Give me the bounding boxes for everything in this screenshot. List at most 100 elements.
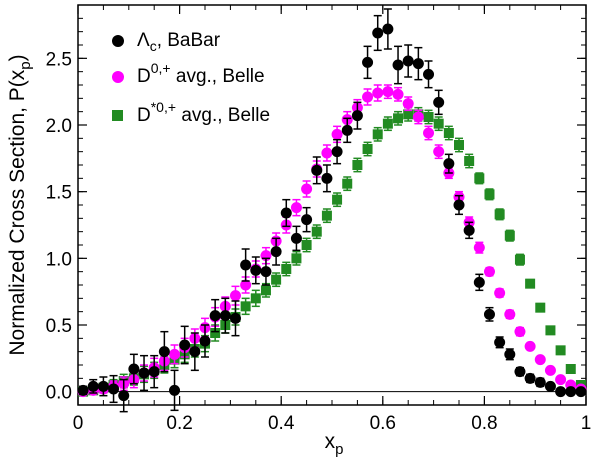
data-point xyxy=(138,367,150,379)
data-point xyxy=(108,383,120,395)
tick-labels: 0 0.2 0.4 0.6 0.8 1 0.0 0.5 1.0 1.5 2.0 2.5 xyxy=(46,49,592,434)
data-point xyxy=(423,112,434,122)
legend-marker-d xyxy=(112,71,124,83)
data-point xyxy=(342,178,353,189)
data-point xyxy=(362,56,374,68)
data-point xyxy=(169,384,181,396)
y-axis-label-sub: p xyxy=(17,61,34,69)
data-point xyxy=(250,264,262,276)
data-point xyxy=(362,144,373,154)
data-point xyxy=(555,386,567,398)
data-point xyxy=(393,113,404,124)
data-point xyxy=(504,348,516,360)
y-axis-label: Normalized Cross Section, P(xp) xyxy=(6,54,34,355)
data-point xyxy=(210,328,221,338)
data-point xyxy=(402,98,414,110)
data-point xyxy=(77,384,89,396)
data-point xyxy=(412,58,424,70)
legend-babar-rest: , BaBar xyxy=(157,30,221,51)
data-point xyxy=(483,308,495,320)
data-point xyxy=(331,146,343,158)
data-point xyxy=(311,164,323,176)
data-point xyxy=(382,118,393,129)
x-axis-label-sub: p xyxy=(335,441,343,458)
data-point xyxy=(280,207,292,219)
legend-label-d: D0,+ avg., Belle xyxy=(137,60,265,87)
data-point xyxy=(494,287,506,299)
data-point xyxy=(525,278,536,289)
data-point xyxy=(483,266,495,278)
data-point xyxy=(372,27,384,39)
data-point xyxy=(260,285,271,296)
legend-d-sup: 0,+ xyxy=(151,60,171,76)
legend-dstar-main: D xyxy=(137,105,151,126)
data-point xyxy=(301,240,312,250)
legend-dstar-rest: avg., Belle xyxy=(176,105,270,126)
data-point xyxy=(290,202,302,214)
data-point xyxy=(463,224,475,236)
data-point xyxy=(565,364,576,374)
data-point xyxy=(331,128,343,140)
series-babar xyxy=(77,8,587,413)
data-point xyxy=(423,127,435,139)
data-point xyxy=(372,129,383,140)
data-point xyxy=(555,374,567,386)
data-point xyxy=(555,345,566,356)
legend-dstar-sup: *0,+ xyxy=(151,99,176,115)
data-point xyxy=(412,111,424,123)
x-tick-label: 0.4 xyxy=(268,413,295,434)
data-point xyxy=(402,55,414,67)
data-point xyxy=(148,366,160,378)
data-point xyxy=(494,209,505,220)
data-point xyxy=(423,68,435,80)
y-tick-label: 2.5 xyxy=(46,49,72,70)
data-point xyxy=(443,128,454,138)
data-point xyxy=(301,183,313,195)
data-point xyxy=(443,158,455,170)
y-axis-label-main: Normalized Cross Section, P(x xyxy=(6,69,29,355)
x-tick-label: 1 xyxy=(581,413,592,434)
y-axis-label-close: ) xyxy=(6,54,29,61)
data-point xyxy=(494,336,506,348)
data-point xyxy=(524,372,536,384)
data-point xyxy=(524,340,536,352)
axis-ticks xyxy=(77,4,587,405)
data-point xyxy=(301,214,313,226)
data-point xyxy=(351,110,363,122)
x-tick-label: 0.8 xyxy=(471,413,497,434)
y-tick-label: 1.5 xyxy=(46,183,72,204)
data-point xyxy=(464,156,475,166)
data-point xyxy=(362,91,374,103)
legend-label-babar: Λc, BaBar xyxy=(137,30,221,54)
data-point xyxy=(382,23,394,35)
data-point xyxy=(281,264,292,274)
data-point xyxy=(118,390,130,402)
data-point xyxy=(403,109,414,120)
y-tick-label: 0.5 xyxy=(46,316,72,337)
data-marks xyxy=(77,8,587,413)
data-point xyxy=(534,354,546,366)
data-point xyxy=(514,326,526,338)
data-point xyxy=(504,308,516,320)
data-point xyxy=(271,274,282,285)
data-point xyxy=(473,276,485,288)
legend-marker-dstar xyxy=(112,110,123,121)
data-point xyxy=(454,140,464,150)
x-tick-label: 0.2 xyxy=(166,413,192,434)
data-point xyxy=(514,254,525,265)
data-point xyxy=(453,199,465,211)
data-point xyxy=(209,310,221,322)
data-point xyxy=(321,147,333,159)
data-point xyxy=(484,189,495,200)
data-point xyxy=(229,312,241,324)
data-point xyxy=(575,386,587,398)
data-point xyxy=(219,310,231,322)
data-point xyxy=(473,242,485,254)
data-point xyxy=(504,230,515,241)
data-point xyxy=(352,160,363,170)
data-point xyxy=(321,172,333,184)
data-point xyxy=(545,325,556,336)
data-point xyxy=(321,210,332,221)
data-point xyxy=(128,363,140,375)
